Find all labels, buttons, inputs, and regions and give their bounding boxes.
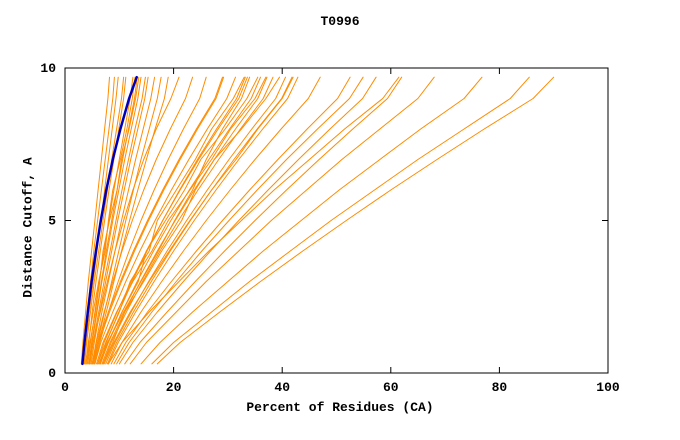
series-model-43 [116, 76, 364, 365]
series-model-17 [99, 76, 261, 365]
series-model-32 [129, 76, 435, 365]
series-model-20 [107, 76, 299, 365]
x-tick-label: 20 [166, 380, 182, 395]
y-tick-label: 5 [48, 214, 56, 229]
x-tick-label: 80 [492, 380, 508, 395]
series-model-10 [85, 76, 136, 365]
series-model-39 [89, 76, 146, 365]
series-model-34 [151, 76, 530, 365]
x-tick-label: 100 [596, 380, 620, 395]
series-model-09 [86, 76, 140, 365]
series-model-44 [99, 76, 246, 365]
x-axis-label: Percent of Residues (CA) [246, 400, 434, 415]
series-model-14 [91, 76, 223, 365]
x-tick-label: 40 [274, 380, 290, 395]
series-model-27 [110, 76, 321, 365]
plot-frame [64, 67, 609, 374]
series-model-31 [107, 76, 400, 365]
x-tick-label: 60 [383, 380, 399, 395]
series-model-40 [93, 76, 169, 365]
series-model-37 [84, 76, 125, 365]
series-reference [81, 75, 138, 366]
series-model-01 [80, 76, 110, 365]
series-model-11 [88, 76, 180, 365]
series-model-19 [105, 76, 286, 365]
x-tick-label: 0 [61, 380, 69, 395]
series-model-07 [91, 76, 156, 365]
series-model-33 [140, 76, 483, 365]
series-model-24 [96, 76, 267, 365]
series-model-41 [101, 76, 268, 365]
chart-title: T0996 [320, 14, 360, 29]
series-model-22 [99, 76, 259, 365]
series-model-42 [106, 76, 293, 365]
y-tick-label: 0 [48, 366, 56, 381]
series-model-38 [88, 76, 138, 365]
series-model-35 [156, 76, 555, 365]
series-model-29 [118, 76, 377, 365]
series-model-23 [102, 76, 280, 365]
series-model-18 [102, 76, 274, 365]
series-model-45 [92, 76, 225, 365]
series-model-08 [92, 76, 162, 365]
y-tick-label: 10 [40, 61, 56, 76]
series-model-05 [88, 76, 142, 365]
series-model-30 [124, 76, 403, 365]
series-model-12 [91, 76, 194, 365]
series-model-15 [94, 76, 236, 365]
